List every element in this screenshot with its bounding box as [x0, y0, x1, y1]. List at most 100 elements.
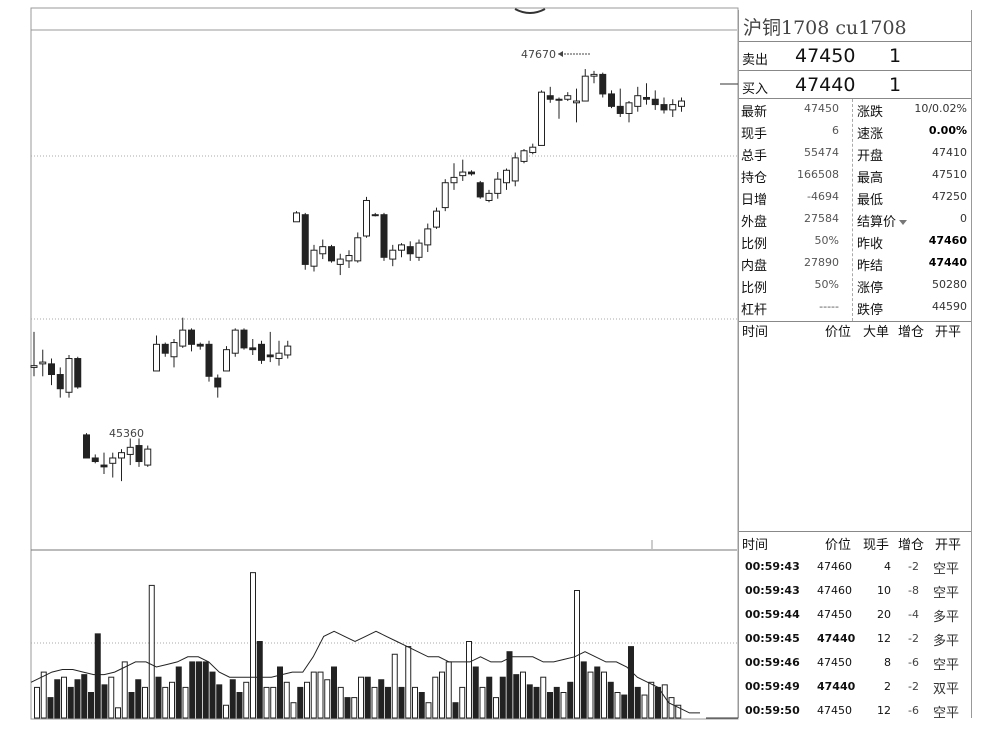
buy-row[interactable]: 买入 47440 1: [739, 72, 971, 100]
volume-bar: [283, 681, 290, 719]
trade-price: 47440: [817, 680, 856, 693]
volume-bar: [560, 692, 567, 719]
trade-row[interactable]: 00:59:43 47460 4 -2 空平: [739, 555, 971, 579]
candle: [293, 211, 300, 223]
candle-body: [398, 244, 405, 251]
candle-body: [678, 100, 685, 107]
candle-body: [100, 464, 108, 468]
divider: [739, 321, 971, 322]
trade-change: -4: [908, 608, 919, 621]
volume-bar: [169, 681, 175, 719]
trade-row[interactable]: 00:59:49 47440 2 -2 双平: [739, 675, 971, 699]
trade-volume: 12: [877, 632, 891, 645]
candle-body: [406, 246, 414, 255]
trade-row[interactable]: 00:59:44 47450 20 -4 多平: [739, 603, 971, 627]
volume-bar: [88, 692, 94, 719]
candle-body: [363, 199, 370, 237]
trade-type: 空平: [933, 706, 960, 721]
candle-body: [581, 75, 589, 102]
candle-body: [564, 95, 572, 100]
candle: [118, 449, 125, 482]
stat-value: -----: [819, 300, 839, 313]
volume-bar: [580, 661, 587, 719]
candle: [599, 72, 607, 98]
trade-row[interactable]: 00:59:46 47450 8 -6 空平: [739, 651, 971, 675]
candle-body: [74, 358, 82, 388]
candle-body: [345, 255, 353, 262]
volume-bar: [256, 641, 263, 719]
volume-bar: [115, 707, 121, 719]
candle-body: [433, 210, 440, 228]
stat-row: 最新 47450 涨跌 10/0.02%: [739, 99, 971, 121]
stat-label: 外盘: [741, 215, 768, 230]
volume-bar: [81, 674, 88, 719]
candle-body: [83, 434, 90, 459]
candle-body: [205, 343, 213, 377]
divider: [739, 531, 971, 532]
candle-body: [153, 343, 160, 372]
trade-row[interactable]: 00:59:45 47440 12 -2 多平: [739, 627, 971, 651]
candle-body: [161, 343, 169, 354]
candle: [328, 244, 335, 263]
header-time: 时间: [742, 325, 769, 340]
candle: [538, 90, 545, 146]
candle: [441, 179, 449, 212]
candle-body: [590, 73, 598, 77]
trade-row[interactable]: 00:59:43 47460 10 -8 空平: [739, 579, 971, 603]
candle-body: [48, 363, 55, 376]
volume-bar: [61, 676, 67, 719]
volume-bar: [290, 702, 297, 719]
candle-body: [249, 347, 257, 351]
header-open-close: 开平: [935, 538, 962, 553]
stat-value: 47440: [928, 256, 967, 269]
trade-volume: 12: [877, 704, 891, 717]
volume-bar: [499, 676, 506, 719]
stat-label: 最低: [857, 193, 884, 208]
sell-row[interactable]: 卖出 47450 1: [739, 43, 971, 71]
candle-body: [126, 446, 134, 455]
candle: [616, 88, 624, 118]
volume-bar: [628, 646, 634, 719]
candle-body: [485, 192, 493, 201]
candle-body: [520, 150, 528, 162]
buy-price: 47440: [795, 74, 856, 96]
trade-type: 双平: [933, 682, 960, 697]
volume-bar: [47, 697, 54, 719]
candle-body: [301, 214, 309, 265]
volume-bar: [479, 686, 486, 719]
candle: [660, 97, 668, 114]
volume-bar: [391, 653, 398, 719]
trade-time: 00:59:43: [745, 584, 800, 597]
volume-bar: [121, 661, 128, 719]
candle-body: [266, 354, 274, 358]
candle-body: [371, 214, 379, 217]
arrow-head-icon: [558, 51, 563, 57]
candle: [91, 454, 99, 464]
candle-body: [214, 377, 222, 388]
trade-row[interactable]: 00:59:50 47450 12 -6 空平: [739, 699, 971, 723]
volume-bar: [209, 671, 216, 719]
header-price: 价位: [825, 325, 852, 340]
trade-time: 00:59:44: [745, 608, 800, 621]
header-price: 价位: [825, 538, 852, 553]
trade-price: 47450: [817, 704, 852, 717]
volume-bar: [128, 692, 135, 719]
stat-label: 日增: [741, 193, 768, 208]
chevron-down-icon[interactable]: [899, 220, 908, 225]
volume-bar: [101, 684, 108, 719]
stat-value: 10/0.02%: [914, 102, 967, 115]
candle-body: [538, 91, 545, 146]
candle: [371, 212, 379, 217]
candle: [109, 452, 117, 478]
stat-row: 内盘 27890 昨结 47440: [739, 253, 971, 275]
volume-bar: [466, 641, 472, 719]
candle: [39, 349, 47, 377]
stat-value: 44590: [932, 300, 967, 313]
candle-body: [91, 457, 99, 463]
candle: [100, 452, 108, 474]
volume-bar: [661, 684, 668, 719]
volume-bar: [310, 671, 317, 719]
candle: [546, 86, 554, 103]
candle: [179, 317, 187, 348]
